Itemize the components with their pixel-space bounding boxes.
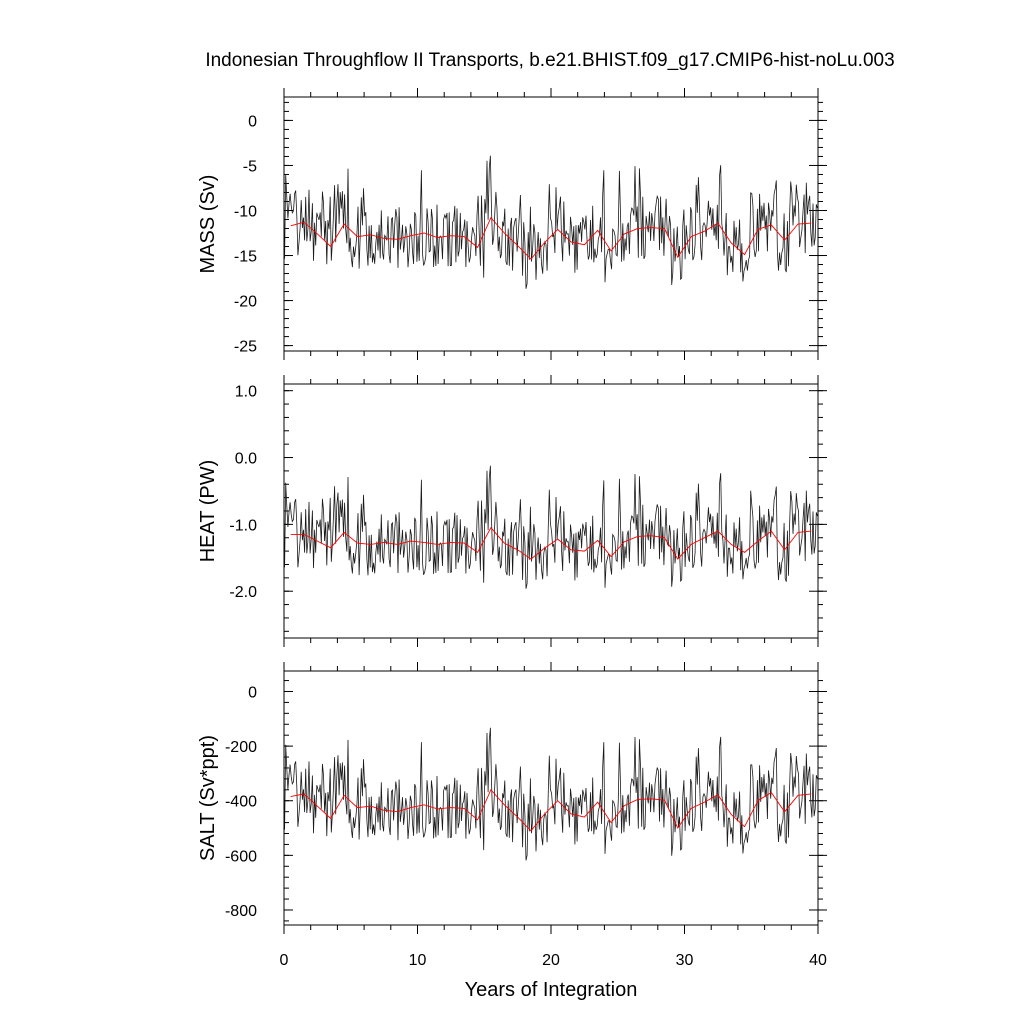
panel-salt: 0 -200 -400 -600 -800 SALT (Sv*ppt)	[197, 662, 827, 934]
heat-y-tick-label: -2.0	[229, 584, 257, 601]
x-tick-label: 10	[409, 952, 427, 969]
chart-title: Indonesian Throughflow II Transports, b.…	[205, 50, 894, 71]
salt-y-tick-label: -200	[225, 739, 257, 756]
mass-y-tick-label: -15	[234, 249, 257, 266]
salt-y-tick-label: 0	[248, 684, 257, 701]
salt-annual-mean-series	[290, 788, 812, 832]
heat-monthly-series	[284, 465, 818, 589]
mass-y-tick-label: -10	[234, 203, 257, 220]
heat-y-axis-label: HEAT (PW)	[197, 460, 219, 563]
salt-y-tick-label: -600	[225, 848, 257, 865]
x-tick-label: 30	[676, 952, 694, 969]
heat-y-tick-label: 1.0	[235, 384, 257, 401]
x-axis-label: Years of Integration	[465, 979, 638, 1001]
mass-y-tick-label: -20	[234, 294, 257, 311]
mass-y-tick-label: -25	[234, 339, 257, 356]
mass-monthly-series	[284, 155, 818, 289]
salt-y-axis-label: SALT (Sv*ppt)	[197, 735, 219, 861]
salt-monthly-series	[284, 727, 818, 861]
x-tick-label: 40	[809, 952, 827, 969]
mass-y-tick-label: 0	[248, 113, 257, 130]
panel-mass: 0 -5 -10 -15 -20 -25 MASS (Sv)	[197, 88, 827, 360]
heat-annual-mean-series	[290, 526, 812, 560]
x-tick-label: 20	[542, 952, 560, 969]
mass-annual-mean-series	[290, 216, 812, 260]
salt-plot-frame	[283, 670, 819, 926]
x-tick-label: 0	[280, 952, 289, 969]
mass-plot-frame	[283, 96, 819, 352]
salt-y-tick-label: -800	[225, 903, 257, 920]
mass-y-axis-label: MASS (Sv)	[197, 175, 219, 274]
heat-y-tick-label: 0.0	[235, 451, 257, 468]
heat-y-tick-label: -1.0	[229, 517, 257, 534]
salt-y-tick-label: -400	[225, 794, 257, 811]
panel-heat: 1.0 0.0 -1.0 -2.0 HEAT (PW)	[197, 375, 827, 647]
mass-y-tick-label: -5	[243, 158, 257, 175]
